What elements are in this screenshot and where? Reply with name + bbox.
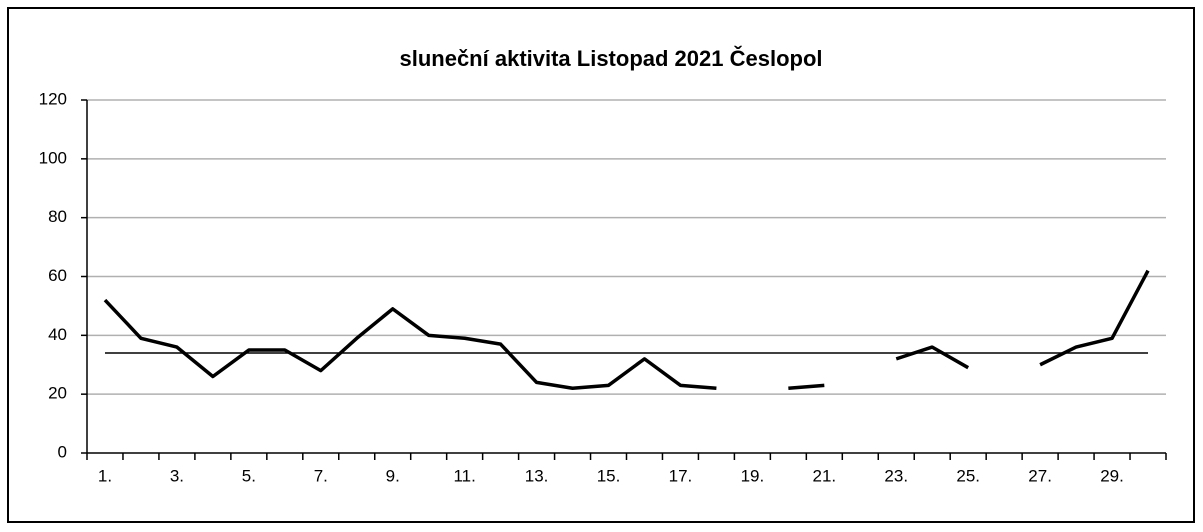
chart-title: sluneční aktivita Listopad 2021 Česlopol (399, 46, 822, 71)
x-tick-label: 21. (812, 466, 836, 485)
x-tick-label: 11. (453, 466, 475, 485)
x-tick-label: 25. (956, 466, 980, 485)
x-tick-label: 23. (884, 466, 908, 485)
x-tick-label: 1. (98, 466, 112, 485)
x-tick-label: 17. (669, 466, 693, 485)
x-tick-label: 3. (170, 466, 184, 485)
x-tick-label: 19. (741, 466, 765, 485)
x-tick-label: 13. (525, 466, 549, 485)
x-tick-label: 7. (314, 466, 328, 485)
x-tick-label: 9. (386, 466, 400, 485)
x-tick-label: 15. (597, 466, 621, 485)
y-tick-label: 120 (39, 89, 67, 108)
y-tick-label: 40 (48, 325, 67, 344)
y-tick-label: 60 (48, 266, 67, 285)
chart-frame (7, 7, 1195, 523)
y-tick-label: 80 (48, 207, 67, 226)
x-tick-label: 27. (1028, 466, 1052, 485)
series-line (103, 269, 1150, 391)
y-tick-label: 100 (39, 148, 67, 167)
y-tick-label: 20 (48, 384, 67, 403)
y-tick-label: 0 (58, 442, 67, 461)
x-tick-label: 29. (1100, 466, 1124, 485)
x-tick-label: 5. (242, 466, 256, 485)
